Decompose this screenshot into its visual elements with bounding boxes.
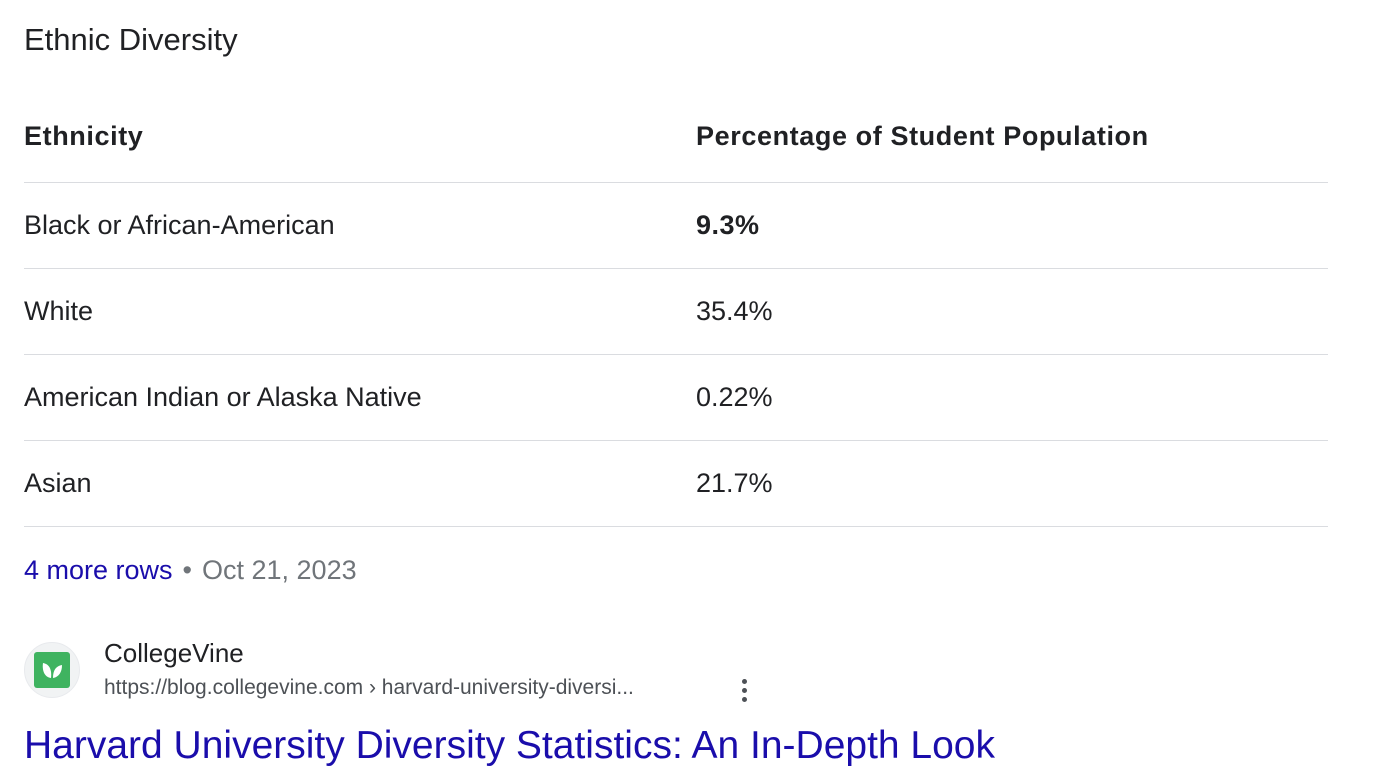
row-ethnicity: Asian <box>24 468 92 498</box>
table-row: White 35.4% <box>24 269 1328 355</box>
result-source[interactable]: CollegeVine https://blog.collegevine.com… <box>24 636 784 706</box>
table-row: American Indian or Alaska Native 0.22% <box>24 355 1328 441</box>
row-ethnicity: Black or African-American <box>24 210 335 240</box>
row-percentage: 35.4% <box>696 296 773 326</box>
more-vert-icon[interactable] <box>730 674 758 706</box>
row-percentage: 21.7% <box>696 468 773 498</box>
collegevine-leaf-icon <box>34 652 70 688</box>
row-ethnicity: White <box>24 296 94 326</box>
published-date: Oct 21, 2023 <box>202 555 357 585</box>
favicon-container[interactable] <box>24 642 80 698</box>
more-rows-line: 4 more rows • Oct 21, 2023 <box>24 552 357 588</box>
site-url[interactable]: https://blog.collegevine.com › harvard-u… <box>104 676 634 699</box>
header-percentage: Percentage of Student Population <box>696 120 1149 151</box>
header-ethnicity: Ethnicity <box>24 120 144 151</box>
site-name[interactable]: CollegeVine <box>104 638 244 668</box>
row-ethnicity: American Indian or Alaska Native <box>24 382 422 412</box>
table-row: Black or African-American 9.3% <box>24 183 1328 269</box>
more-rows-link[interactable]: 4 more rows <box>24 555 173 585</box>
ethnicity-table: Ethnicity Percentage of Student Populati… <box>24 90 1328 527</box>
section-title: Ethnic Diversity <box>24 22 238 57</box>
row-percentage: 9.3% <box>696 210 760 240</box>
leaf-icon <box>42 663 62 678</box>
separator-dot: • <box>182 555 192 585</box>
result-title-link[interactable]: Harvard University Diversity Statistics:… <box>24 724 996 767</box>
table-row: Asian 21.7% <box>24 441 1328 527</box>
table-header-row: Ethnicity Percentage of Student Populati… <box>24 90 1328 183</box>
row-percentage: 0.22% <box>696 382 773 412</box>
